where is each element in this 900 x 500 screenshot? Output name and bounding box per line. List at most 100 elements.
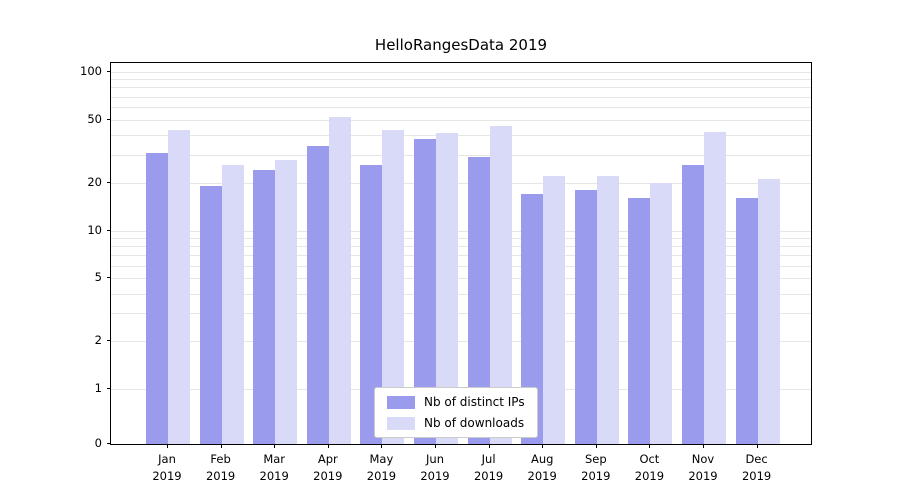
x-tick-month: May: [369, 452, 394, 466]
gridline: [111, 79, 811, 81]
bar-downloads-jul: [489, 125, 512, 444]
bar-distinct-ips-mar: [253, 170, 276, 444]
y-tick-label-1: 1: [94, 381, 102, 395]
x-tick-mark: [220, 444, 222, 448]
gridline: [111, 107, 811, 109]
bar-distinct-ips-apr: [306, 146, 329, 444]
bar-downloads-jan: [168, 130, 190, 444]
x-tick-mark: [703, 444, 704, 448]
x-tick-label-feb: Feb 2019: [193, 451, 249, 484]
bar-downloads-dec: [757, 179, 780, 444]
bar-downloads-sep: [596, 176, 619, 444]
x-tick-mark: [274, 444, 276, 448]
bar-distinct-ips-dec: [735, 198, 758, 444]
legend-label-distinct-ips: Nb of distinct IPs: [424, 395, 525, 409]
x-tick-mark: [595, 444, 597, 448]
x-tick-label-mar: Mar 2019: [246, 451, 302, 484]
y-tick-label-0: 0: [94, 436, 102, 450]
y-tick-label-2: 2: [94, 333, 102, 348]
bar-downloads-mar: [275, 159, 298, 444]
legend: Nb of distinct IPs Nb of downloads: [374, 387, 538, 438]
y-tick-mark: [107, 229, 111, 231]
x-tick-mark: [381, 444, 383, 448]
x-tick-mark: [542, 444, 544, 448]
x-tick-month: Aug: [530, 452, 554, 466]
gridline: [111, 230, 811, 232]
x-tick-year: 2019: [581, 468, 611, 483]
x-tick-mark: [327, 444, 329, 448]
gridline: [111, 87, 811, 89]
y-tick-mark: [107, 181, 111, 183]
gridline: [111, 72, 811, 73]
x-tick-month: Jan: [158, 452, 176, 466]
bar-downloads-may: [382, 130, 405, 444]
bar-downloads-nov: [704, 131, 726, 444]
x-tick-year: 2019: [420, 468, 450, 483]
gridline: [111, 245, 811, 247]
x-tick-label-nov: Nov 2019: [675, 451, 731, 484]
x-tick-mark: [756, 444, 758, 448]
x-tick-mark: [488, 444, 490, 448]
bar-distinct-ips-jul: [467, 157, 490, 444]
x-tick-month: Nov: [691, 452, 715, 466]
y-tick-mark: [107, 340, 111, 342]
legend-label-downloads: Nb of downloads: [424, 416, 525, 430]
gridline: [111, 135, 811, 137]
bar-downloads-aug: [543, 176, 566, 444]
x-tick-label-aug: Aug 2019: [514, 451, 570, 484]
y-tick-mark: [107, 71, 111, 72]
x-tick-label-oct: Oct 2019: [621, 451, 677, 484]
x-tick-year: 2019: [152, 468, 182, 483]
y-tick-label-50: 50: [87, 111, 102, 126]
bar-distinct-ips-nov: [682, 164, 704, 444]
legend-item-distinct-ips: Nb of distinct IPs: [387, 395, 525, 409]
x-tick-year: 2019: [259, 468, 289, 483]
x-tick-label-dec: Dec 2019: [729, 451, 785, 484]
bar-distinct-ips-jun: [414, 138, 436, 444]
x-tick-label-jul: Jul 2019: [461, 451, 517, 484]
x-tick-month: Jun: [426, 452, 444, 466]
x-tick-label-apr: Apr 2019: [300, 451, 356, 484]
bar-distinct-ips-oct: [628, 198, 651, 444]
bar-downloads-oct: [650, 182, 673, 444]
gridline: [111, 96, 811, 98]
y-tick-mark: [107, 277, 111, 279]
x-tick-label-may: May 2019: [353, 451, 409, 484]
x-tick-mark: [167, 444, 168, 448]
x-tick-mark: [649, 444, 651, 448]
bar-downloads-jun: [436, 133, 458, 444]
gridline: [111, 255, 811, 257]
gridline: [111, 341, 811, 343]
chart-title: HelloRangesData 2019: [374, 36, 548, 54]
legend-item-downloads: Nb of downloads: [387, 416, 525, 430]
y-tick-mark: [107, 443, 111, 444]
x-tick-month: Dec: [745, 452, 768, 466]
x-tick-mark: [435, 444, 436, 448]
bar-distinct-ips-feb: [199, 186, 222, 444]
x-tick-month: Apr: [317, 452, 338, 466]
bar-downloads-feb: [221, 164, 244, 444]
x-tick-label-jun: Jun 2019: [407, 451, 463, 484]
legend-swatch-distinct-ips: [387, 395, 415, 409]
gridline: [111, 119, 811, 121]
x-tick-year: 2019: [527, 468, 557, 483]
bar-distinct-ips-sep: [574, 190, 597, 444]
y-tick-label-5: 5: [94, 270, 102, 285]
x-tick-month: Oct: [639, 452, 660, 466]
x-tick-label-jan: Jan 2019: [139, 451, 195, 484]
gridline: [111, 182, 811, 184]
x-tick-year: 2019: [473, 468, 504, 483]
plot-area: Nb of distinct IPs Nb of downloads: [110, 62, 812, 445]
x-tick-label-sep: Sep 2019: [568, 451, 624, 484]
gridline: [111, 293, 811, 295]
x-tick-year: 2019: [741, 468, 772, 483]
x-tick-month: Mar: [263, 452, 286, 466]
legend-swatch-downloads: [387, 416, 415, 430]
gridline: [111, 237, 811, 239]
y-tick-label-10: 10: [87, 222, 102, 237]
x-tick-month: Feb: [210, 452, 231, 466]
gridline: [111, 278, 811, 280]
y-tick-label-20: 20: [87, 174, 102, 189]
x-tick-month: Jul: [481, 452, 496, 466]
